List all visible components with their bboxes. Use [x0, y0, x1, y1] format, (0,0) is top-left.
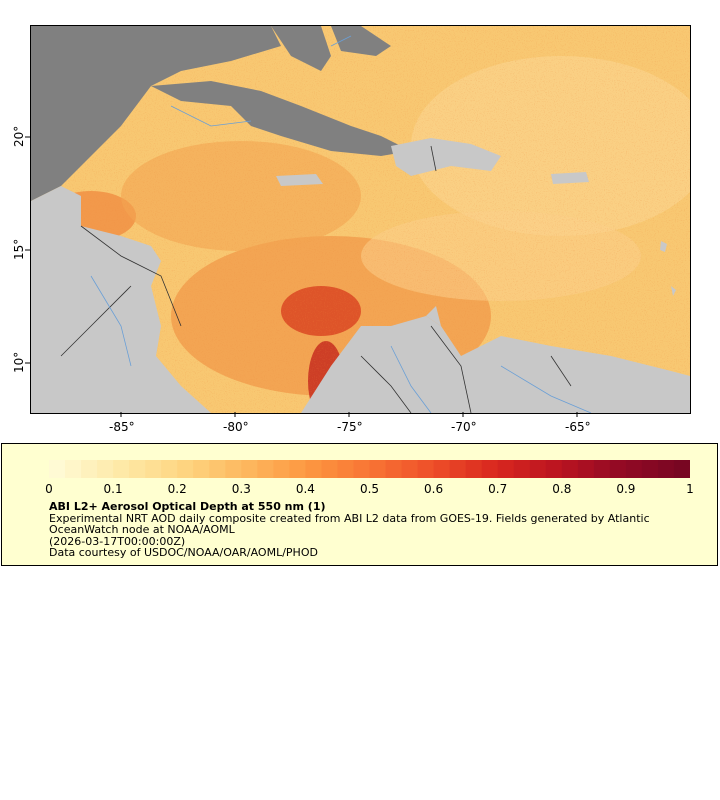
colorbar-segment [561, 460, 579, 478]
country-borders [60, 145, 572, 413]
colorbar-segment [257, 460, 274, 478]
colorbar-tick-label: 0.1 [103, 482, 123, 496]
colorbar-segment [113, 460, 130, 478]
colorbar-segment [545, 460, 563, 478]
colorbar-tick-label: 0.8 [552, 482, 572, 496]
lon-tick-label: -75° [337, 420, 363, 434]
axis-ticks [25, 136, 578, 417]
colorbar-segment [385, 460, 403, 478]
legend-text: ABI L2+ Aerosol Optical Depth at 550 nm … [49, 501, 689, 559]
colorbar-segment [657, 460, 675, 478]
map-frame [30, 25, 691, 414]
colorbar-segment [417, 460, 435, 478]
colorbar-segment [497, 460, 515, 478]
colorbar-segment [65, 460, 82, 478]
colorbar-tick-label: 0.3 [231, 482, 251, 496]
colorbar-segment [401, 460, 419, 478]
colorbar-segment [97, 460, 114, 478]
colorbar-segment [433, 460, 451, 478]
colorbar-segment [241, 460, 258, 478]
lon-tick-label: -80° [223, 420, 249, 434]
colorbar-segment [209, 460, 226, 478]
colorbar-tick-label: 0.4 [295, 482, 315, 496]
land-nodata-bahamas [331, 26, 391, 56]
legend-title: ABI L2+ Aerosol Optical Depth at 550 nm … [49, 500, 326, 513]
colorbar-segment [145, 460, 162, 478]
colorbar-segment [625, 460, 643, 478]
colorbar-segment [161, 460, 178, 478]
colorbar-tick-label: 1 [686, 482, 694, 496]
colorbar [49, 460, 690, 478]
legend-panel: 0 0.1 0.2 0.3 0.4 0.5 0.6 0.7 0.8 0.9 1 ABI L2+ Ae… [1, 443, 718, 566]
colorbar-tick-label: 0.6 [424, 482, 444, 496]
colorbar-tick-label: 0 [45, 482, 53, 496]
land-lesser-antilles [660, 241, 676, 296]
colorbar-segment [305, 460, 322, 478]
colorbar-segment [513, 460, 531, 478]
colorbar-segment [465, 460, 483, 478]
colorbar-segment [289, 460, 306, 478]
colorbar-segment [225, 460, 242, 478]
legend-date: (2026-03-17T00:00:00Z) [49, 534, 186, 548]
colorbar-segment [577, 460, 595, 478]
legend-credit: Data courtesy of USDOC/NOAA/OAR/AOML/PHO… [49, 546, 318, 559]
colorbar-tick-label: 0.2 [167, 482, 187, 496]
colorbar-segment [177, 460, 194, 478]
colorbar-segment [641, 460, 659, 478]
land-jamaica [276, 174, 323, 186]
aod-map-raster [31, 26, 690, 413]
lon-tick-label: -65° [565, 420, 591, 434]
colorbar-segment [593, 460, 611, 478]
colorbar-segment [193, 460, 210, 478]
land-puerto-rico [551, 172, 589, 184]
colorbar-segment [529, 460, 547, 478]
colorbar-segment [673, 460, 690, 478]
land-nodata-north [31, 26, 281, 201]
colorbar-segment [129, 460, 146, 478]
lon-tick-label: -70° [451, 420, 477, 434]
colorbar-segment [353, 460, 370, 478]
colorbar-segment [337, 460, 354, 478]
land-nodata-florida [271, 26, 331, 71]
colorbar-segment [609, 460, 627, 478]
land-yucatan-south [31, 226, 81, 296]
land-nodata-cuba [151, 81, 411, 156]
colorbar-segment [481, 460, 499, 478]
land-south-america [301, 316, 690, 413]
rivers [90, 35, 592, 413]
colorbar-tick-label: 0.9 [616, 482, 636, 496]
colorbar-tick-label: 0.7 [488, 482, 508, 496]
colorbar-segment [321, 460, 338, 478]
colorbar-segment [49, 460, 66, 478]
land-hispaniola [391, 138, 501, 176]
colorbar-segment [369, 460, 387, 478]
legend-description: Experimental NRT AOD daily composite cre… [49, 511, 650, 536]
colorbar-segment [273, 460, 290, 478]
colorbar-segment [81, 460, 98, 478]
lon-tick-label: -85° [109, 420, 135, 434]
land-paraguana [426, 306, 441, 326]
colorbar-tick-label: 0.5 [359, 482, 380, 496]
colorbar-segment [449, 460, 467, 478]
